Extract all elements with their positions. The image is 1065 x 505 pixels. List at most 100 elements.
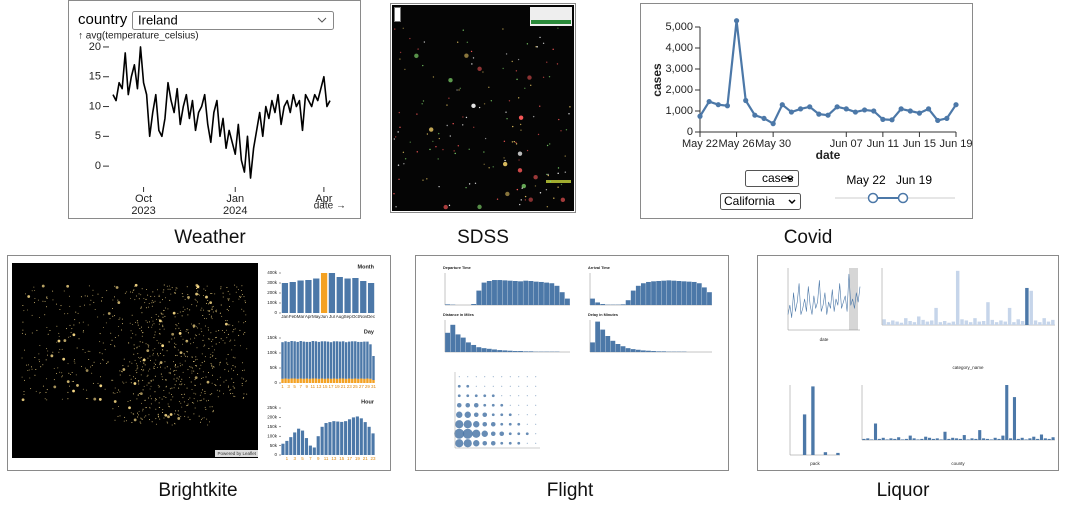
bubble [527,424,528,425]
city-light [99,384,102,387]
city-light [163,390,164,391]
bar [590,342,595,352]
bar [687,282,692,305]
point [953,102,958,107]
city-light [148,347,149,348]
select-value[interactable]: California [724,194,775,208]
city-light [110,344,111,345]
city-light [202,418,203,419]
bar [651,351,656,352]
city-light [166,379,167,380]
city-light [208,338,209,339]
caption: Weather [174,227,246,248]
city-light [238,335,239,336]
city-light [201,378,202,379]
bubble [517,423,520,426]
bar [287,342,289,379]
city-light [43,386,44,387]
city-light [139,293,140,294]
city-light [61,376,62,377]
city-light [66,285,69,288]
star [471,63,472,64]
city-light [209,301,212,304]
star [560,130,561,131]
bar [329,273,335,313]
bar [595,322,600,352]
city-light [167,423,168,424]
city-light [208,400,209,401]
star [540,192,541,193]
point [725,103,730,108]
bar [284,379,286,384]
y-tick-label: 400k [267,270,278,275]
city-light [153,337,154,338]
city-light [199,334,200,335]
bar [342,379,344,384]
city-light [246,348,247,349]
star [547,206,548,207]
city-light [140,392,143,395]
city-light [174,413,175,414]
city-light [177,378,178,379]
city-light [140,421,141,422]
city-light [130,323,131,324]
city-light [123,383,124,384]
city-light [67,380,70,383]
bar [354,341,356,378]
city-light [175,328,176,329]
bubble [484,376,485,377]
city-light [193,324,196,327]
city-light [152,354,153,355]
city-light [203,340,204,341]
city-light [139,358,140,359]
bar [502,350,507,352]
point [816,112,821,117]
city-light [155,364,156,365]
bubble [535,443,536,444]
city-light [102,353,103,354]
city-light [193,371,194,372]
city-light [219,390,220,391]
bar [344,279,350,314]
city-light [211,366,212,367]
city-light [197,291,198,292]
city-light [150,395,151,396]
bar [605,336,610,352]
city-light [230,340,231,341]
city-light [127,401,128,402]
bar [908,321,911,325]
city-light [129,361,130,362]
city-light [193,327,194,328]
star [393,193,394,194]
city-light [91,373,92,374]
city-light [126,382,127,383]
star [561,198,565,202]
bar [610,341,615,352]
city-light [197,301,198,302]
city-light [201,308,202,309]
star [410,141,411,142]
bubble [500,423,503,426]
city-light [180,365,181,366]
bar [290,282,296,313]
city-light [134,382,137,385]
city-light [186,405,187,406]
city-light [195,379,196,380]
bubble [535,376,536,377]
bar [328,422,331,455]
city-light [200,400,201,401]
bubble [482,422,487,427]
zoom-control[interactable] [395,8,401,22]
slider-handle[interactable] [869,194,878,203]
star [462,116,463,117]
city-light [112,308,113,309]
select-value[interactable]: Ireland [138,12,178,27]
bar [1028,438,1031,440]
city-light [89,351,90,352]
slider-handle[interactable] [899,194,908,203]
city-light [143,359,146,362]
city-light [93,398,96,401]
city-light [157,289,158,290]
city-light [200,310,201,311]
city-light [174,366,175,367]
